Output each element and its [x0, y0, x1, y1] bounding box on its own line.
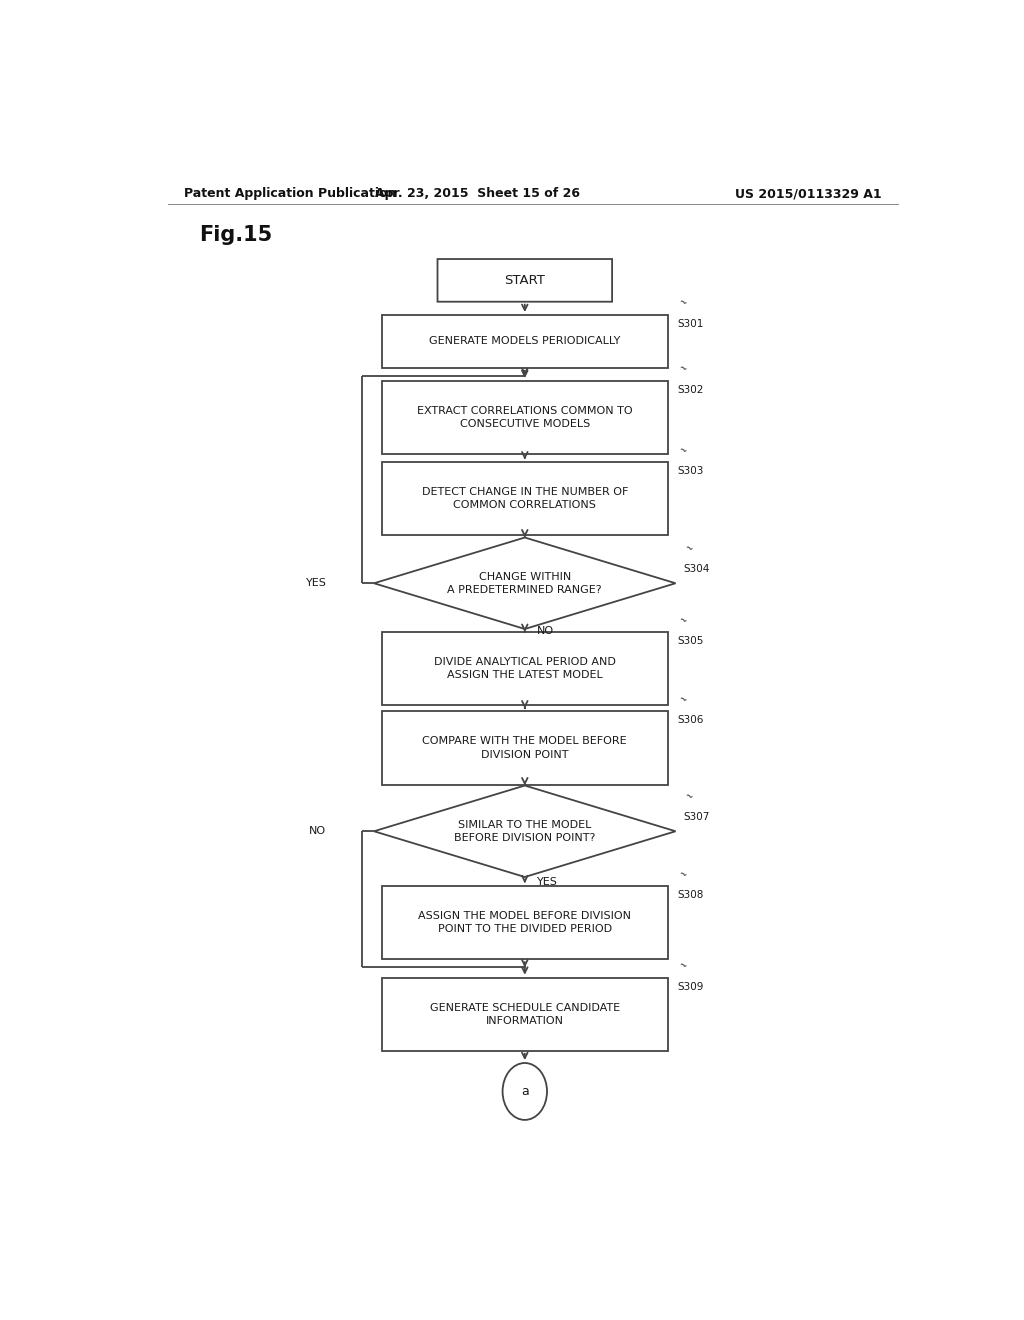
Text: ~: ~ — [677, 445, 688, 457]
Text: Patent Application Publication: Patent Application Publication — [183, 187, 396, 201]
Bar — [382, 886, 668, 960]
Text: ~: ~ — [677, 694, 688, 706]
Text: DIVIDE ANALYTICAL PERIOD AND
ASSIGN THE LATEST MODEL: DIVIDE ANALYTICAL PERIOD AND ASSIGN THE … — [434, 657, 615, 680]
Text: ~: ~ — [684, 791, 694, 804]
Text: COMPARE WITH THE MODEL BEFORE
DIVISION POINT: COMPARE WITH THE MODEL BEFORE DIVISION P… — [423, 737, 627, 759]
Text: ASSIGN THE MODEL BEFORE DIVISION
POINT TO THE DIVIDED PERIOD: ASSIGN THE MODEL BEFORE DIVISION POINT T… — [418, 911, 632, 935]
Text: YES: YES — [537, 876, 558, 887]
Text: DETECT CHANGE IN THE NUMBER OF
COMMON CORRELATIONS: DETECT CHANGE IN THE NUMBER OF COMMON CO… — [422, 487, 628, 511]
Text: ~: ~ — [677, 364, 688, 376]
Text: S305: S305 — [677, 636, 703, 645]
Bar — [382, 315, 668, 368]
Text: NO: NO — [537, 626, 554, 635]
FancyBboxPatch shape — [437, 259, 612, 302]
Text: a: a — [521, 1085, 528, 1098]
Text: GENERATE SCHEDULE CANDIDATE
INFORMATION: GENERATE SCHEDULE CANDIDATE INFORMATION — [430, 1003, 620, 1026]
Bar — [382, 632, 668, 705]
Text: S302: S302 — [677, 385, 703, 395]
Polygon shape — [374, 537, 676, 630]
Text: Fig.15: Fig.15 — [200, 224, 272, 244]
Text: S301: S301 — [677, 319, 703, 329]
Bar — [382, 711, 668, 784]
Text: GENERATE MODELS PERIODICALLY: GENERATE MODELS PERIODICALLY — [429, 337, 621, 346]
Bar — [382, 978, 668, 1051]
Circle shape — [503, 1063, 547, 1119]
Text: S307: S307 — [684, 812, 710, 822]
Polygon shape — [374, 785, 676, 876]
Text: Apr. 23, 2015  Sheet 15 of 26: Apr. 23, 2015 Sheet 15 of 26 — [375, 187, 580, 201]
Text: EXTRACT CORRELATIONS COMMON TO
CONSECUTIVE MODELS: EXTRACT CORRELATIONS COMMON TO CONSECUTI… — [417, 407, 633, 429]
Text: ~: ~ — [684, 543, 694, 556]
Bar — [382, 381, 668, 454]
Text: NO: NO — [309, 826, 327, 837]
Text: S306: S306 — [677, 715, 703, 726]
Text: ~: ~ — [677, 615, 688, 627]
Text: S304: S304 — [684, 565, 710, 574]
Text: S303: S303 — [677, 466, 703, 477]
Text: S309: S309 — [677, 982, 703, 991]
Text: START: START — [505, 273, 545, 286]
Bar — [382, 462, 668, 536]
Text: YES: YES — [305, 578, 327, 589]
Text: CHANGE WITHIN
A PREDETERMINED RANGE?: CHANGE WITHIN A PREDETERMINED RANGE? — [447, 572, 602, 595]
Text: S308: S308 — [677, 890, 703, 900]
Text: ~: ~ — [677, 961, 688, 973]
Text: ~: ~ — [677, 869, 688, 880]
Text: SIMILAR TO THE MODEL
BEFORE DIVISION POINT?: SIMILAR TO THE MODEL BEFORE DIVISION POI… — [454, 820, 596, 843]
Text: US 2015/0113329 A1: US 2015/0113329 A1 — [735, 187, 882, 201]
Text: ~: ~ — [677, 298, 688, 310]
